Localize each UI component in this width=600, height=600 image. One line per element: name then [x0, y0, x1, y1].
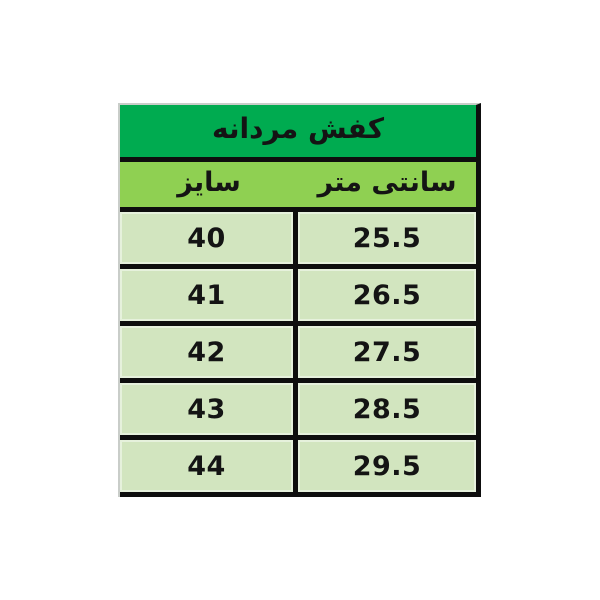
cm-cell: 29.5 — [298, 440, 476, 492]
shoe-size-chart-table: کفش مردانه سایز سانتی متر 40 25.5 41 — [118, 103, 481, 497]
column-header-size-cell: سایز — [120, 162, 298, 207]
cm-value: 28.5 — [352, 393, 422, 425]
cm-cell: 26.5 — [298, 269, 476, 321]
size-cell: 40 — [120, 212, 298, 264]
table-title: کفش مردانه — [212, 112, 384, 145]
size-cell: 43 — [120, 383, 298, 435]
size-value: 42 — [187, 336, 226, 368]
size-value: 41 — [187, 279, 226, 311]
cm-value: 27.5 — [352, 336, 422, 368]
cm-value: 26.5 — [352, 279, 422, 311]
table-row: 44 29.5 — [120, 440, 476, 497]
table-row: 40 25.5 — [120, 212, 476, 269]
size-value: 40 — [187, 222, 226, 254]
cm-cell: 28.5 — [298, 383, 476, 435]
size-cell: 44 — [120, 440, 298, 492]
column-header-size: سایز — [177, 167, 241, 198]
table-row: 42 27.5 — [120, 326, 476, 383]
cm-cell: 27.5 — [298, 326, 476, 378]
table-title-cell: کفش مردانه — [120, 105, 476, 157]
size-value: 43 — [187, 393, 226, 425]
table-title-row: کفش مردانه — [120, 105, 476, 162]
cm-value: 29.5 — [352, 450, 422, 482]
column-header-cm: سانتی متر — [317, 167, 457, 198]
cm-value: 25.5 — [352, 222, 422, 254]
table-header-row: سایز سانتی متر — [120, 162, 476, 212]
size-cell: 42 — [120, 326, 298, 378]
size-value: 44 — [187, 450, 226, 482]
table-row: 41 26.5 — [120, 269, 476, 326]
cm-cell: 25.5 — [298, 212, 476, 264]
size-cell: 41 — [120, 269, 298, 321]
column-header-cm-cell: سانتی متر — [298, 162, 476, 207]
table-row: 43 28.5 — [120, 383, 476, 440]
